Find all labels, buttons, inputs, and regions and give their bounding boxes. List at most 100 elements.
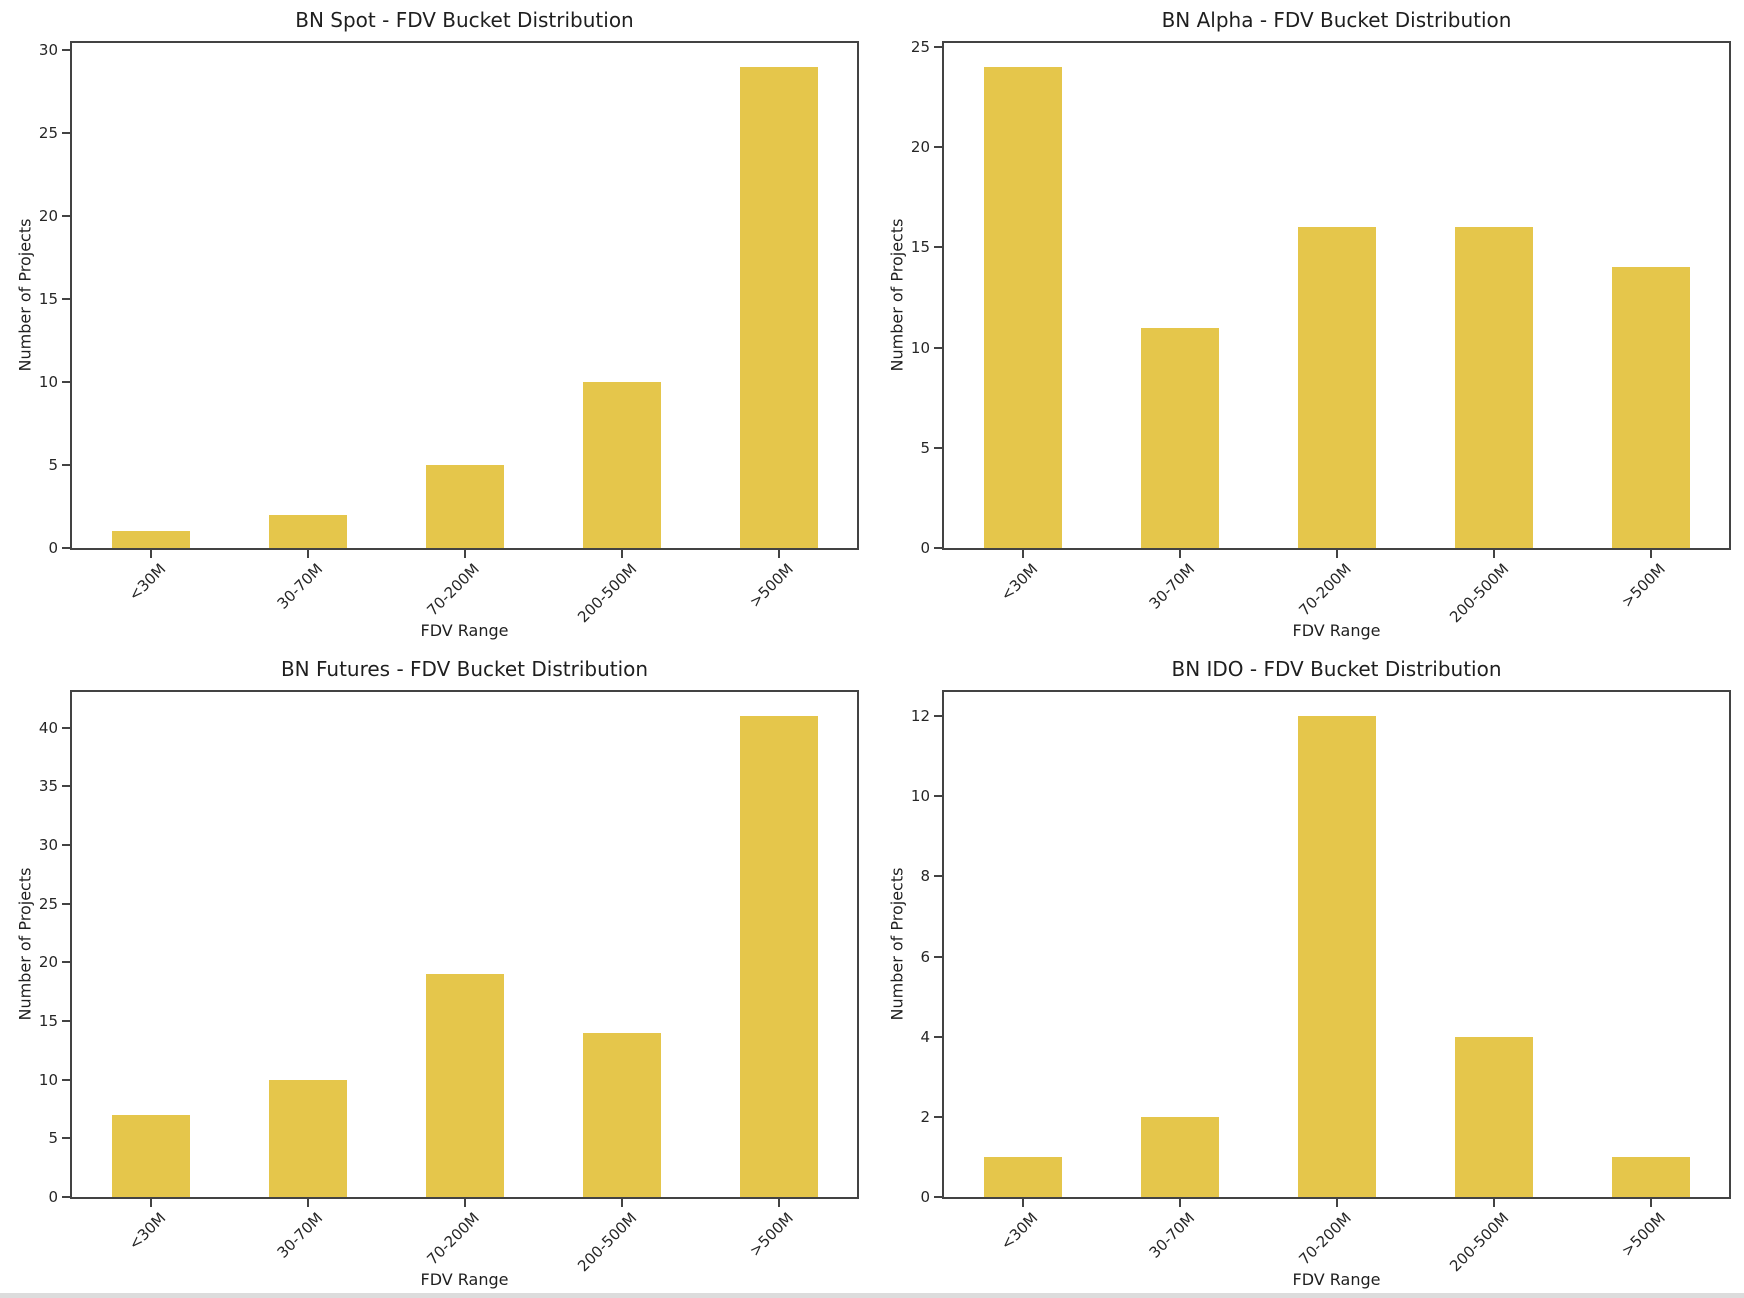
bar->500M (1611, 267, 1690, 548)
chart-bn-spot: BN Spot - FDV Bucket Distribution Number… (0, 0, 872, 649)
x-axis-label: FDV Range (1292, 1270, 1381, 1289)
x-tick (1649, 1199, 1652, 1207)
plot-area (942, 690, 1731, 1199)
x-tick (463, 1199, 466, 1207)
bar-200-500M (1454, 227, 1533, 548)
y-tick (934, 46, 942, 48)
bar-<30M (983, 67, 1062, 548)
y-tick-label: 8 (920, 867, 930, 886)
x-tick-label: >500M (746, 560, 798, 612)
x-tick-label: >500M (746, 1209, 798, 1261)
y-tick (62, 49, 70, 52)
bar-<30M (983, 1156, 1062, 1197)
x-tick (1178, 550, 1181, 558)
bar-30-70M (268, 1079, 347, 1197)
x-tick-label: 70-200M (1295, 1209, 1356, 1269)
y-tick-label: 12 (910, 707, 930, 726)
y-tick-label: 15 (38, 290, 58, 309)
x-tick-label: 30-70M (1145, 1209, 1199, 1262)
x-axis-label: FDV Range (420, 1270, 509, 1289)
y-tick-label: 30 (38, 836, 58, 855)
x-tick (1021, 550, 1024, 558)
y-tick-label: 10 (38, 373, 58, 392)
y-tick-label: 15 (910, 238, 930, 257)
x-tick-label: 200-500M (574, 560, 641, 627)
y-tick-label: 30 (38, 41, 58, 60)
y-tick-label: 25 (38, 124, 58, 143)
y-tick (934, 146, 942, 149)
x-tick-label: <30M (124, 1209, 170, 1254)
y-tick (62, 1137, 70, 1140)
x-tick (620, 1199, 623, 1207)
y-tick (934, 1115, 942, 1118)
x-tick-label: <30M (996, 560, 1042, 605)
chart-bn-ido: BN IDO - FDV Bucket Distribution Number … (872, 649, 1744, 1298)
y-tick (62, 132, 70, 135)
bar->500M (739, 67, 818, 548)
y-tick-label: 20 (910, 138, 930, 157)
y-tick (934, 875, 942, 878)
x-tick (777, 550, 780, 558)
x-tick-label: 200-500M (574, 1209, 641, 1276)
y-tick (934, 795, 942, 798)
y-tick (934, 1196, 942, 1198)
x-tick (306, 550, 309, 558)
x-tick (1335, 550, 1338, 558)
x-tick-label: 200-500M (1446, 1209, 1513, 1276)
y-tick (934, 955, 942, 958)
x-tick (1492, 1199, 1495, 1207)
x-tick (1649, 550, 1652, 558)
y-tick (62, 785, 70, 788)
y-tick-label: 5 (920, 438, 930, 457)
x-tick-label: <30M (996, 1209, 1042, 1254)
y-tick-label: 25 (38, 894, 58, 913)
y-tick (62, 902, 70, 905)
bar->500M (739, 716, 818, 1197)
y-tick (934, 346, 942, 349)
y-tick (62, 1078, 70, 1081)
y-tick-label: 5 (48, 1129, 58, 1148)
y-tick (62, 726, 70, 729)
y-tick-label: 0 (48, 1188, 58, 1206)
bar-200-500M (582, 382, 661, 548)
y-tick-label: 35 (38, 777, 58, 796)
y-tick (62, 381, 70, 384)
chart-title: BN Futures - FDV Bucket Distribution (280, 657, 649, 681)
x-tick (149, 1199, 152, 1207)
y-tick (934, 446, 942, 449)
x-tick (306, 1199, 309, 1207)
x-tick-label: 30-70M (1145, 560, 1199, 613)
x-tick-label: 70-200M (423, 1209, 484, 1269)
bar-200-500M (582, 1032, 661, 1197)
y-tick (62, 215, 70, 218)
y-tick (62, 298, 70, 301)
y-tick (62, 547, 70, 549)
bar-200-500M (1454, 1036, 1533, 1197)
y-axis-label: Number of Projects (887, 867, 907, 1021)
y-tick (62, 844, 70, 847)
plot-area (942, 41, 1731, 550)
x-tick (1492, 550, 1495, 558)
y-tick-label: 10 (910, 787, 930, 806)
y-tick-label: 5 (48, 456, 58, 475)
y-tick (934, 1035, 942, 1038)
bar-30-70M (268, 514, 347, 548)
y-tick (934, 246, 942, 249)
chart-bn-futures: BN Futures - FDV Bucket Distribution Num… (0, 649, 872, 1298)
window-bottom-edge (0, 1293, 1744, 1298)
x-tick (149, 550, 152, 558)
x-tick (620, 550, 623, 558)
y-tick-label: 15 (38, 1012, 58, 1031)
y-tick-label: 6 (920, 947, 930, 966)
y-tick (62, 961, 70, 964)
x-tick (463, 550, 466, 558)
x-tick-label: <30M (124, 560, 170, 605)
y-tick-label: 4 (920, 1027, 930, 1046)
x-tick-label: >500M (1618, 560, 1670, 612)
y-tick-label: 10 (910, 338, 930, 357)
y-axis-label: Number of Projects (15, 867, 35, 1021)
chart-title: BN IDO - FDV Bucket Distribution (1171, 657, 1502, 681)
bar-70-200M (425, 974, 504, 1197)
y-tick-label: 20 (38, 207, 58, 226)
